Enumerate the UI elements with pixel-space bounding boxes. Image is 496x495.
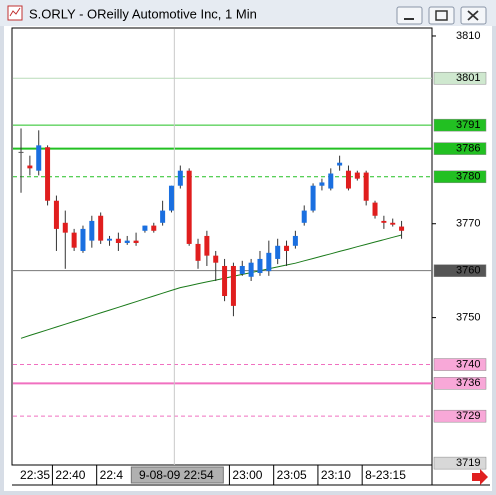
x-tick-label: 23:05 [277,468,307,482]
candle-body [372,202,378,216]
level-label: 3786 [456,143,480,155]
candle-body [27,165,33,169]
candle-body [257,258,263,274]
scroll-arrow[interactable] [472,469,488,485]
candle-body [71,232,77,248]
window-icon-glyph [9,7,21,17]
level-label: 3719 [456,457,480,469]
window-title: S.ORLY - OReilly Automotive Inc, 1 Min [29,6,257,21]
candle-body [230,265,236,306]
candle-body [213,255,219,263]
candle-body [107,238,113,241]
y-tick-label: 3810 [456,30,480,42]
candle-body [160,210,166,223]
candle-body [124,240,130,243]
candle-body [89,220,95,241]
candle-body [186,170,192,244]
x-tick-label: 8-23:15 [365,468,406,482]
candle-body [239,265,245,274]
candle-body [195,243,201,261]
moving-average-line [20,234,402,339]
level-label: 3736 [456,377,480,389]
candle-body [354,172,360,179]
candle-body [248,262,254,277]
level-box [433,456,487,470]
crosshair-label-box [130,466,224,484]
candle-body [151,225,157,231]
maximize-button[interactable] [428,6,455,25]
candle-body [310,185,316,211]
level-label: 3791 [456,119,480,131]
candle-body [381,220,387,223]
candle-body [266,252,272,272]
candle-body [275,245,281,259]
candle-body [45,147,51,201]
level-box [433,377,487,390]
candle-body [222,265,228,297]
level-box [433,358,487,371]
y-tick-label: 3750 [456,312,480,324]
candle-body [301,210,307,223]
x-tick-label: 22:4 [100,468,124,482]
maximize-glyph [435,10,448,21]
candle-body [36,145,42,171]
window-buttons[interactable] [396,6,487,25]
candle-body [292,235,298,246]
candle-body [345,170,351,189]
candle-body [115,238,121,243]
candle-body [328,173,334,189]
candle-body [204,235,210,256]
candle-body [142,225,148,231]
level-box [433,264,487,277]
candle-body [98,215,104,241]
level-label: 3760 [456,265,480,277]
x-tick-label: 22:35 [20,468,50,482]
candle-body [62,222,68,233]
candle-body [18,151,24,153]
level-label: 3729 [456,410,480,422]
level-label: 3740 [456,358,480,370]
candle-body [399,226,405,231]
level-box [433,142,487,155]
candle-body [390,222,396,225]
level-box [433,118,487,132]
candle-body [53,200,59,229]
x-tick-label: 22:40 [55,468,85,482]
candle-body [363,172,369,201]
candle-body [337,162,343,166]
candle-body [168,185,174,211]
level-label: 3780 [456,171,480,183]
minimize-button[interactable] [396,6,423,25]
candle-body [80,228,86,251]
y-tick-label: 3770 [456,218,480,230]
level-box [433,409,487,423]
candle-body [177,170,183,186]
candle-body [319,182,325,186]
close-glyph [467,10,479,21]
level-label: 3801 [456,72,480,84]
level-box [433,71,487,85]
candle-body [284,245,290,251]
x-tick-label: 23:10 [321,468,351,482]
level-box [433,170,487,184]
x-tick-label: 23:00 [232,468,262,482]
candle-body [133,240,139,243]
crosshair-label: 9-08-09 22:54 [139,468,214,482]
